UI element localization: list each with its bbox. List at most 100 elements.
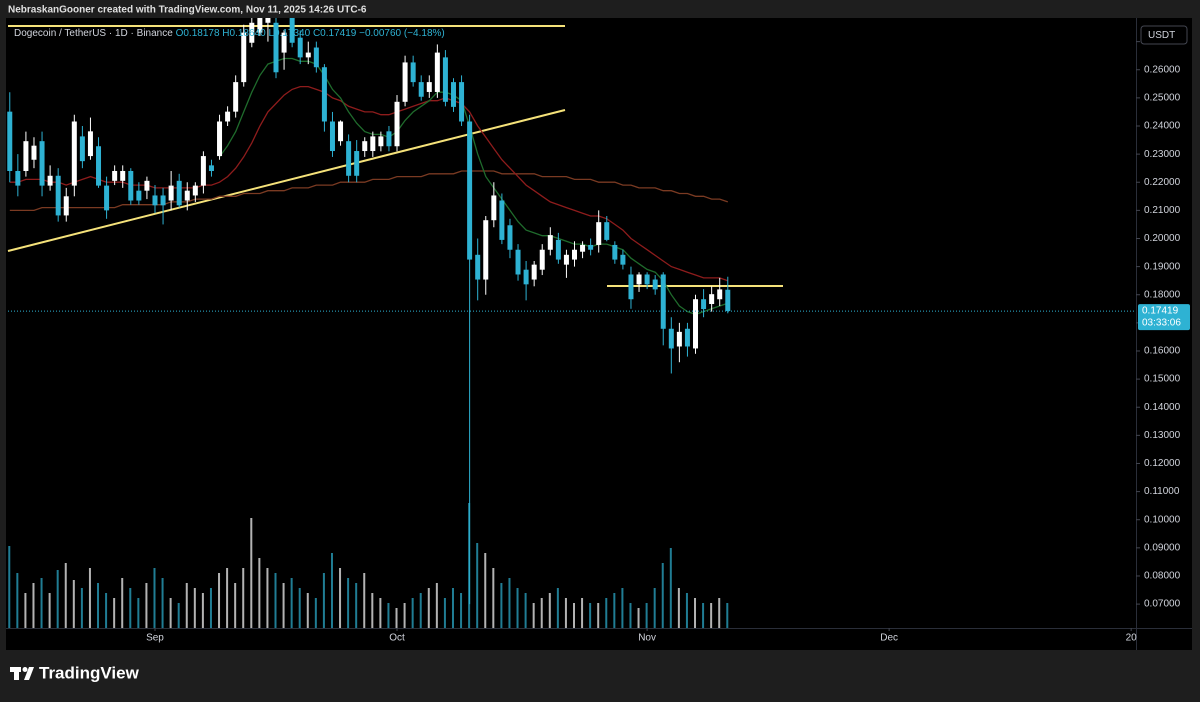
last-price-label: 0.17419 <box>1142 306 1179 317</box>
candle-body <box>725 289 731 312</box>
volume-bar <box>694 598 697 628</box>
volume-bar <box>581 598 584 628</box>
candle-body <box>709 294 715 305</box>
x-tick-label: Oct <box>389 633 405 644</box>
x-tick-label: 20 <box>1126 633 1138 644</box>
volume-bar <box>677 588 680 628</box>
volume-bar <box>661 563 664 628</box>
legend-close: C0.17419 <box>313 28 357 39</box>
volume-bar <box>24 593 27 628</box>
candle-body <box>208 165 214 171</box>
candle-body <box>225 111 231 122</box>
y-tick-label: 0.13000 <box>1144 430 1181 441</box>
volume-bar <box>282 583 285 628</box>
y-tick-label: 0.09000 <box>1144 542 1181 553</box>
logo-stem <box>14 667 19 680</box>
volume-bar <box>411 598 414 628</box>
volume-bar <box>129 588 132 628</box>
candle-body <box>241 32 247 83</box>
volume-bar <box>113 598 116 628</box>
candle-body <box>136 190 142 201</box>
volume-bar <box>72 580 75 628</box>
volume-bar <box>613 593 616 628</box>
candle-body <box>55 175 61 216</box>
candle-body <box>467 121 473 260</box>
header: NebraskanGooner created with TradingView… <box>8 5 367 16</box>
volume-bar <box>548 593 551 628</box>
candle-body <box>273 22 279 73</box>
volume-bar <box>40 578 43 628</box>
candle-body <box>152 195 158 206</box>
volume-bar <box>629 603 632 628</box>
volume-bar <box>492 568 495 628</box>
candle-body <box>539 249 545 270</box>
candle-body <box>15 170 21 186</box>
volume-bar <box>274 573 277 628</box>
candle-body <box>192 185 198 196</box>
volume-bar <box>218 573 221 628</box>
candle-body <box>636 274 642 285</box>
volume-bar <box>395 608 398 628</box>
candle-body <box>71 121 77 186</box>
candle-body <box>168 185 174 201</box>
plot-area <box>7 18 1136 628</box>
volume-bar <box>355 583 358 628</box>
volume-bar <box>242 568 245 628</box>
candle-body <box>668 328 674 349</box>
volume-bar <box>298 588 301 628</box>
volume-bar <box>169 598 172 628</box>
volume-bar <box>726 603 729 628</box>
y-tick-label: 0.11000 <box>1144 486 1180 497</box>
candle-body <box>580 244 586 252</box>
volume-bar <box>605 598 608 628</box>
volume-bar <box>177 603 180 628</box>
candle-body <box>612 244 618 260</box>
candle-body <box>563 254 569 265</box>
candle-body <box>547 235 553 250</box>
volume-bar <box>702 603 705 628</box>
volume-bar <box>540 598 543 628</box>
volume-bar <box>451 588 454 628</box>
volume-bar <box>403 603 406 628</box>
volume-bar <box>185 583 188 628</box>
logo-dot <box>22 667 28 672</box>
candle-body <box>63 196 69 216</box>
candle-body <box>31 145 37 160</box>
y-tick-label: 0.07000 <box>1144 599 1181 610</box>
volume-bar <box>16 573 19 628</box>
candle-body <box>394 101 400 147</box>
candle-body <box>701 299 707 310</box>
volume-bar <box>145 583 148 628</box>
candle-body <box>112 170 118 181</box>
candle-body <box>459 82 465 122</box>
candle-body <box>23 141 29 171</box>
volume-bar <box>387 603 390 628</box>
volume-bar <box>347 578 350 628</box>
volume-bar <box>322 573 325 628</box>
candle-body <box>128 170 134 201</box>
candle-body <box>450 82 456 107</box>
volume-bar <box>137 598 140 628</box>
candle-body <box>523 269 529 285</box>
volume-bar <box>226 568 229 628</box>
candle-body <box>321 67 327 122</box>
candle-body <box>378 136 384 147</box>
candle-body <box>47 175 53 186</box>
candle-body <box>39 141 45 186</box>
candle-body <box>652 279 658 290</box>
candle-body <box>120 170 126 181</box>
x-tick-label: Dec <box>880 633 898 644</box>
volume-bar <box>500 583 503 628</box>
volume-bar <box>193 588 196 628</box>
legend-high: H0.18640 <box>222 28 266 39</box>
candle-body <box>144 180 150 191</box>
candle-body <box>257 18 263 33</box>
volume-bar <box>484 553 487 628</box>
y-tick-label: 0.19000 <box>1144 261 1181 272</box>
candle-body <box>596 222 602 245</box>
price-axis: 0.07000 0.08000 0.09000 0.10000 0.11000 0.120… <box>1136 36 1181 610</box>
volume-bar <box>48 593 51 628</box>
y-tick-label: 0.16000 <box>1144 346 1181 357</box>
